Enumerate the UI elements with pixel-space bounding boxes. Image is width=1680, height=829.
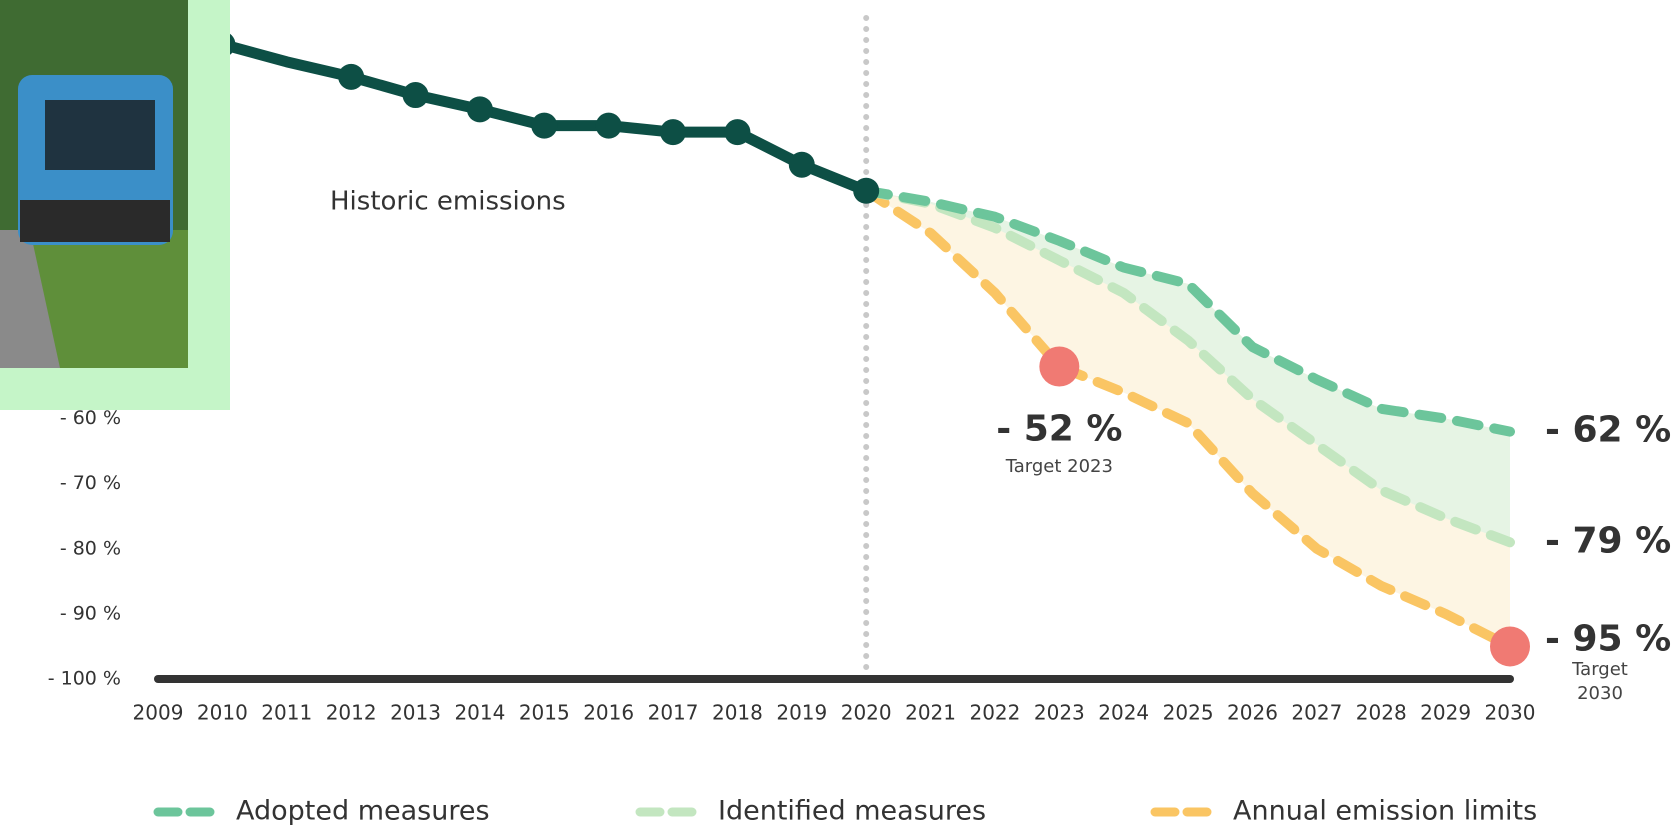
- x-tick-label: 2015: [519, 701, 570, 725]
- end-label: - 62 %: [1545, 410, 1671, 451]
- target-value-label: - 95 %: [1545, 618, 1671, 659]
- x-tick-label: 2016: [583, 701, 634, 725]
- y-tick-label: - 80 %: [60, 537, 121, 559]
- y-tick-label: - 60 %: [60, 407, 121, 429]
- legend-label: Identified measures: [718, 796, 986, 827]
- photo-road: [0, 230, 60, 368]
- target-caption: Target 2030: [1572, 659, 1628, 705]
- x-tick-label: 2012: [326, 701, 377, 725]
- historic-label: Historic emissions: [330, 187, 566, 217]
- x-tick-label: 2017: [648, 701, 699, 725]
- x-tick-label: 2022: [969, 701, 1020, 725]
- target-value-label: - 52 %: [996, 409, 1122, 450]
- end-label: - 79 %: [1545, 520, 1671, 561]
- x-tick-label: 2027: [1291, 701, 1342, 725]
- series-line: [861, 185, 1515, 548]
- x-tick-label: 2014: [454, 701, 505, 725]
- x-tick-label: 2013: [390, 701, 441, 725]
- x-tick-label: 2018: [712, 701, 763, 725]
- y-tick-label: - 100 %: [48, 668, 121, 690]
- x-tick-label: 2023: [1034, 701, 1085, 725]
- x-tick-label: 2021: [905, 701, 956, 725]
- historic-point: [595, 112, 622, 139]
- historic-point: [724, 119, 751, 146]
- historic-point: [466, 96, 493, 123]
- photo: [0, 0, 230, 410]
- photo-window: [45, 100, 155, 170]
- y-tick-label: - 70 %: [60, 472, 121, 494]
- historic-point: [338, 63, 365, 90]
- historic-point: [402, 82, 429, 109]
- x-tick-label: 2025: [1163, 701, 1214, 725]
- historic-point: [788, 151, 815, 178]
- legend-item: Adopted measures: [153, 796, 490, 827]
- x-tick-label: 2026: [1227, 701, 1278, 725]
- x-tick-label: 2019: [776, 701, 827, 725]
- x-tick-label: 2010: [197, 701, 248, 725]
- target-point: [1490, 626, 1530, 667]
- historic-point: [853, 177, 880, 204]
- y-tick-label: - 90 %: [60, 602, 121, 624]
- series-line: [861, 185, 1515, 437]
- historic-point: [660, 119, 687, 146]
- x-tick-label: 2009: [133, 701, 184, 725]
- legend-label: Adopted measures: [236, 796, 490, 827]
- historic-line: [156, 22, 869, 196]
- photo-bumper: [20, 200, 170, 242]
- x-tick-label: 2011: [261, 701, 312, 725]
- x-tick-label: 2030: [1485, 701, 1536, 725]
- target-caption: Target 2023: [1005, 455, 1113, 477]
- area-measures: [866, 190, 1510, 543]
- x-tick-label: 2028: [1356, 701, 1407, 725]
- legend-label: Annual emission limits: [1233, 796, 1537, 827]
- legend-item: Identified measures: [635, 796, 986, 827]
- historic-point: [531, 112, 558, 139]
- legend-item: Annual emission limits: [1150, 796, 1537, 827]
- x-tick-label: 2020: [841, 701, 892, 725]
- x-tick-label: 2029: [1420, 701, 1471, 725]
- series-line: [861, 185, 1515, 652]
- target-point: [1039, 346, 1080, 387]
- x-tick-label: 2024: [1098, 701, 1149, 725]
